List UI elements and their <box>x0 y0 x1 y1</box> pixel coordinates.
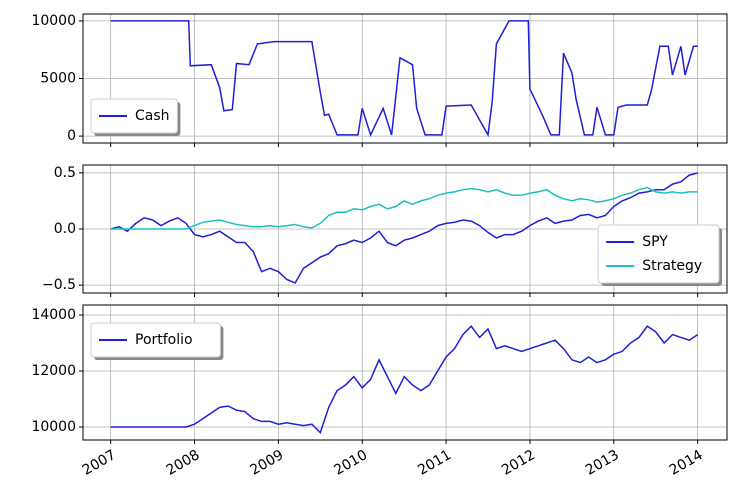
y-tick-label: 0.0 <box>54 221 76 237</box>
legend-box <box>90 322 221 358</box>
legend: Portfolio <box>90 322 224 360</box>
x-tick-label: 2009 <box>248 447 287 479</box>
series-line <box>110 172 698 284</box>
x-tick-label: 2007 <box>80 447 119 479</box>
y-tick-label: 0.5 <box>54 165 76 181</box>
series-line <box>110 325 699 434</box>
y-tick-label: −0.5 <box>42 277 76 293</box>
x-tick-label: 2010 <box>331 447 370 479</box>
legend: Cash <box>90 98 181 136</box>
y-tick-label: 0 <box>67 128 76 144</box>
x-tick-label: 2013 <box>583 447 622 479</box>
y-tick-label: 5000 <box>40 71 76 87</box>
series-line <box>110 186 698 230</box>
plot-frame <box>82 304 728 441</box>
legend-label: SPY <box>642 234 668 250</box>
x-tick-label: 2011 <box>415 447 454 479</box>
y-tick-label: 14000 <box>31 307 76 323</box>
legend-label: Cash <box>135 108 170 124</box>
plot-frame <box>82 164 728 294</box>
legend-box <box>597 224 720 284</box>
legend-label: Strategy <box>642 258 702 274</box>
series-line <box>110 20 698 138</box>
legend-box <box>90 98 178 134</box>
plot-frame <box>82 13 728 144</box>
x-tick-label: 2012 <box>499 447 538 479</box>
y-tick-label: 10000 <box>31 13 76 29</box>
y-tick-label: 12000 <box>31 363 76 379</box>
x-tick-label: 2014 <box>667 447 706 479</box>
legend-label: Portfolio <box>135 332 193 348</box>
x-tick-label: 2008 <box>164 447 203 479</box>
y-tick-label: 10000 <box>31 419 76 435</box>
legend: SPY Strategy <box>597 224 722 286</box>
